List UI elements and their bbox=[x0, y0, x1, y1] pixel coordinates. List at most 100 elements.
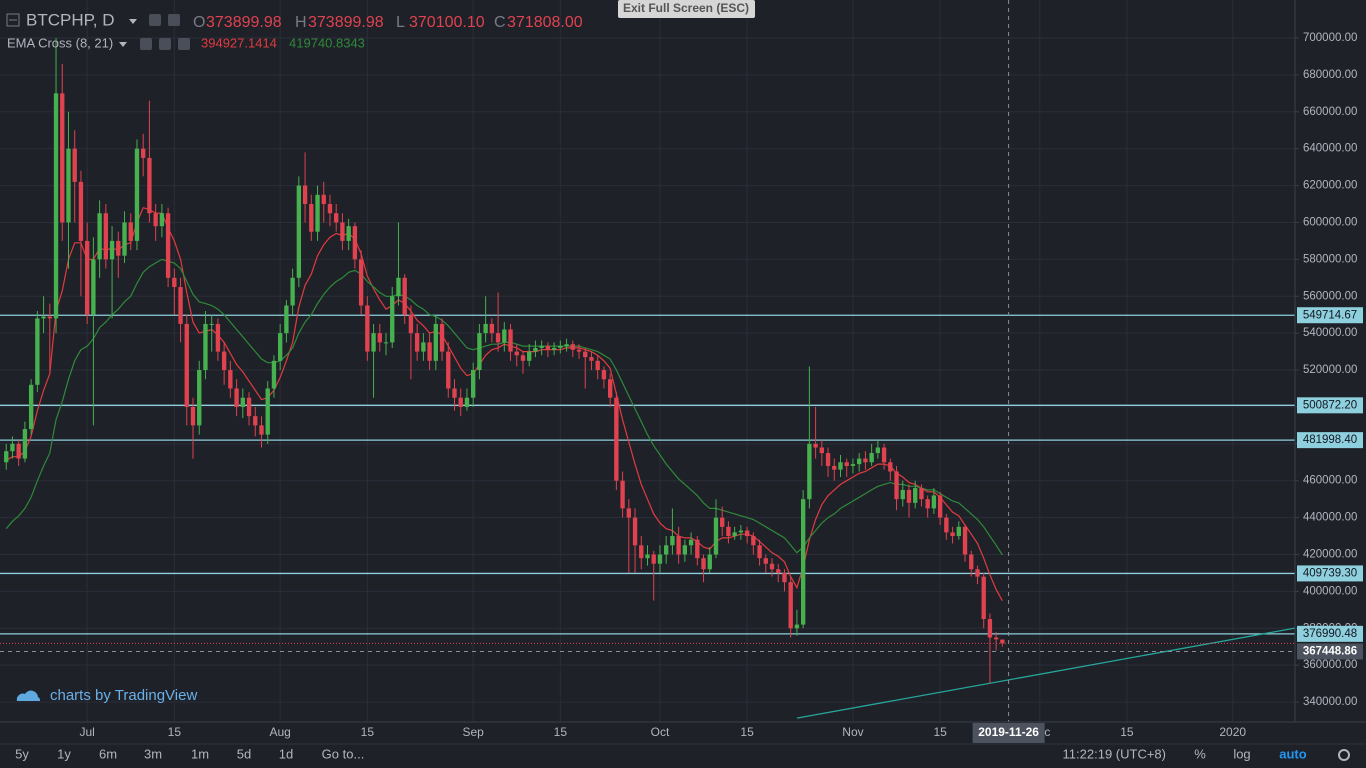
range-button[interactable]: 1y bbox=[57, 746, 71, 761]
candle-body bbox=[458, 397, 463, 407]
candle-body bbox=[109, 240, 115, 260]
range-button[interactable]: 5d bbox=[237, 746, 251, 761]
x-tick-label: Nov bbox=[842, 725, 863, 739]
price-axis bbox=[1295, 0, 1366, 722]
scale-button[interactable]: auto bbox=[1279, 746, 1307, 761]
candle-body bbox=[390, 296, 395, 343]
price-label: 549714.67 bbox=[1303, 309, 1357, 321]
y-tick-label: 520000.00 bbox=[1303, 364, 1357, 376]
price-label: 500872.20 bbox=[1303, 399, 1357, 411]
range-button[interactable]: 5y bbox=[15, 746, 29, 761]
candle-body bbox=[228, 370, 233, 389]
dropdown-arrow[interactable] bbox=[129, 19, 137, 24]
eye-icon[interactable] bbox=[140, 38, 152, 50]
price-label: 376990.48 bbox=[1303, 628, 1357, 640]
y-tick-label: 620000.00 bbox=[1303, 180, 1357, 192]
candle-body bbox=[620, 480, 625, 509]
symbol-title[interactable]: BTCPHP, D bbox=[26, 10, 115, 29]
x-tick-label: 15 bbox=[740, 725, 754, 739]
candle-body bbox=[676, 536, 681, 555]
candle-body bbox=[838, 462, 843, 470]
candle-body bbox=[352, 226, 358, 260]
settings-icon[interactable] bbox=[168, 14, 180, 26]
tradingview-logo[interactable] bbox=[16, 690, 41, 701]
candle-body bbox=[788, 582, 793, 629]
candle-body bbox=[757, 545, 762, 559]
candle-body bbox=[421, 342, 426, 352]
indicator-name[interactable]: EMA Cross (8, 21) bbox=[7, 35, 113, 50]
bottom-toolbar bbox=[0, 744, 1366, 768]
candle-body bbox=[819, 447, 825, 454]
y-tick-label: 540000.00 bbox=[1303, 327, 1357, 339]
candle-body bbox=[919, 488, 924, 500]
collapse-icon[interactable] bbox=[6, 13, 20, 27]
candle-body bbox=[794, 624, 800, 629]
x-tick-label: 15 bbox=[554, 725, 568, 739]
y-tick-label: 580000.00 bbox=[1303, 253, 1357, 265]
candle-body bbox=[800, 499, 806, 625]
ohlc-value: 370100.10 bbox=[409, 14, 485, 31]
candle-body bbox=[147, 157, 152, 214]
candle-body bbox=[302, 185, 308, 205]
candle-body bbox=[726, 526, 731, 537]
candle-body bbox=[246, 397, 252, 417]
range-button[interactable]: 1d bbox=[279, 746, 293, 761]
candle-body bbox=[651, 554, 656, 564]
candle-body bbox=[396, 277, 401, 297]
candle-body bbox=[720, 517, 725, 527]
candle-body bbox=[483, 323, 488, 334]
y-tick-label: 700000.00 bbox=[1303, 32, 1357, 44]
candle-body bbox=[645, 554, 650, 559]
candle-body bbox=[4, 451, 9, 463]
x-tick-label: 15 bbox=[168, 725, 182, 739]
candle-body bbox=[178, 287, 183, 324]
range-button[interactable]: 1m bbox=[191, 746, 209, 761]
candle-body bbox=[551, 347, 557, 350]
candle-body bbox=[539, 346, 544, 348]
range-button[interactable]: 6m bbox=[99, 746, 117, 761]
candle-body bbox=[470, 370, 476, 398]
candle-body bbox=[141, 148, 146, 158]
candle-body bbox=[66, 148, 71, 223]
x-tick-label: 15 bbox=[933, 725, 947, 739]
ohlc-letter: C bbox=[494, 14, 506, 31]
settings-gear[interactable] bbox=[1338, 749, 1350, 761]
exit-fullscreen-label[interactable]: Exit Full Screen (ESC) bbox=[623, 1, 749, 15]
candle-body bbox=[944, 517, 949, 533]
candle-body bbox=[950, 532, 955, 537]
candle-body bbox=[103, 213, 109, 260]
dropdown-arrow[interactable] bbox=[119, 42, 127, 47]
candle-body bbox=[695, 539, 700, 559]
candle-body bbox=[334, 213, 339, 223]
candle-body bbox=[91, 259, 96, 315]
eye-icon[interactable] bbox=[149, 14, 161, 26]
exit-fullscreen-button[interactable] bbox=[618, 0, 755, 18]
candle-body bbox=[290, 277, 295, 306]
remove-icon[interactable] bbox=[178, 38, 190, 50]
candle-body bbox=[296, 185, 302, 278]
scale-button[interactable]: % bbox=[1194, 746, 1206, 761]
range-button[interactable]: 3m bbox=[144, 746, 162, 761]
candle-body bbox=[844, 462, 849, 466]
trend-line[interactable] bbox=[796, 627, 1296, 719]
candle-body bbox=[875, 447, 881, 454]
candle-body bbox=[657, 554, 663, 564]
candle-body bbox=[987, 619, 993, 638]
candle-body bbox=[315, 194, 320, 232]
candle-body bbox=[284, 305, 289, 334]
candle-body bbox=[452, 388, 457, 398]
candle-body bbox=[489, 323, 495, 334]
scale-button[interactable]: log bbox=[1233, 746, 1250, 761]
watermark[interactable]: charts by TradingView bbox=[50, 687, 197, 704]
candle-body bbox=[527, 351, 532, 361]
candle-body bbox=[253, 416, 258, 426]
range-button[interactable]: Go to... bbox=[322, 746, 365, 761]
candle-body bbox=[782, 572, 787, 583]
candle-body bbox=[165, 213, 171, 278]
candle-body bbox=[122, 222, 127, 256]
candle-body bbox=[346, 226, 351, 241]
candle-body bbox=[639, 545, 644, 559]
settings-icon[interactable] bbox=[159, 38, 171, 50]
candle-body bbox=[832, 465, 837, 470]
price-label-box bbox=[1297, 625, 1363, 642]
